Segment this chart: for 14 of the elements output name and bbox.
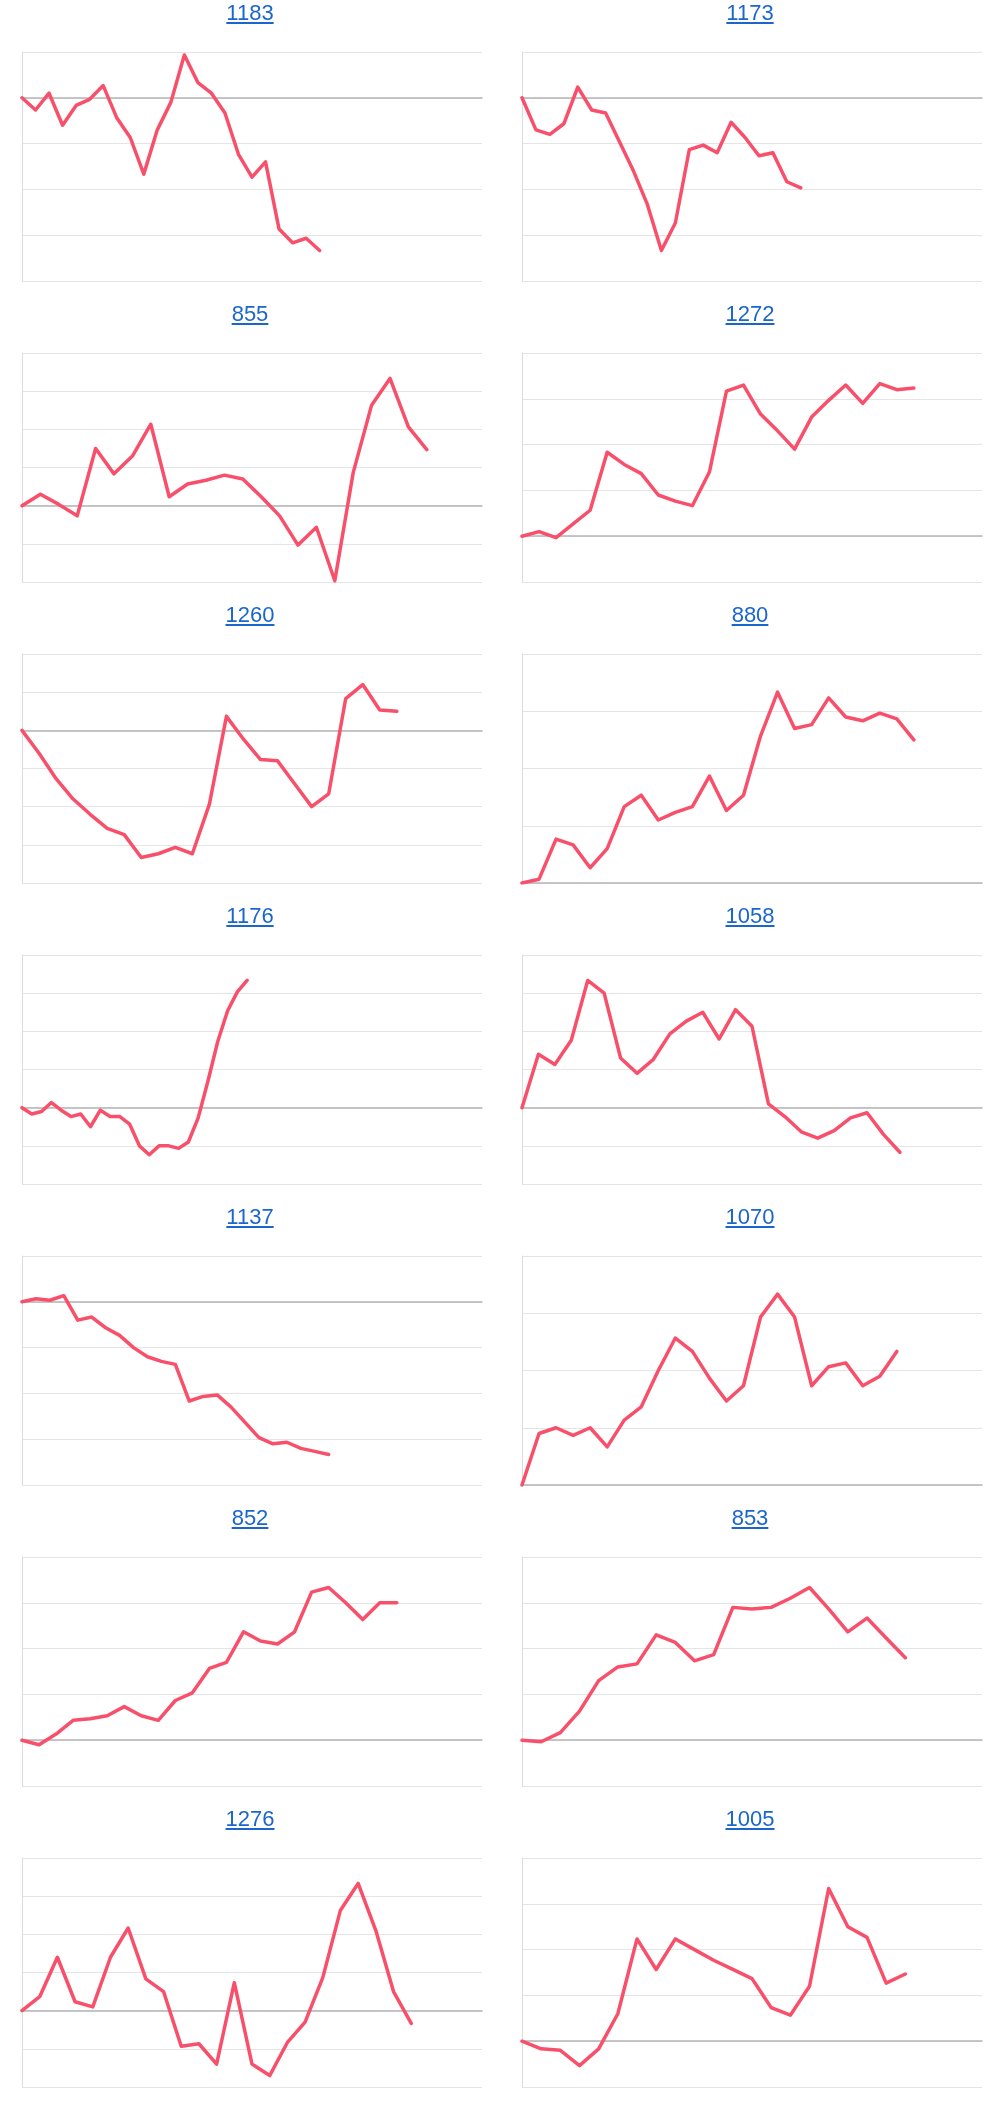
chart-title: 1276 bbox=[225, 1806, 275, 1831]
chart-title: 1058 bbox=[725, 903, 775, 928]
chart-title: 852 bbox=[231, 1505, 269, 1530]
chart-title: 1176 bbox=[226, 903, 274, 928]
chart-title: 1005 bbox=[725, 1806, 775, 1831]
chart-title: 1173 bbox=[726, 0, 774, 25]
chart-title: 1137 bbox=[226, 1204, 274, 1229]
chart-title: 1183 bbox=[226, 0, 274, 25]
chart-title: 855 bbox=[231, 301, 269, 326]
chart-title: 1260 bbox=[225, 602, 275, 627]
chart-title: 880 bbox=[731, 602, 769, 627]
chart-title: 1070 bbox=[725, 1204, 775, 1229]
chart-title: 853 bbox=[731, 1505, 769, 1530]
chart-title: 1272 bbox=[725, 301, 775, 326]
